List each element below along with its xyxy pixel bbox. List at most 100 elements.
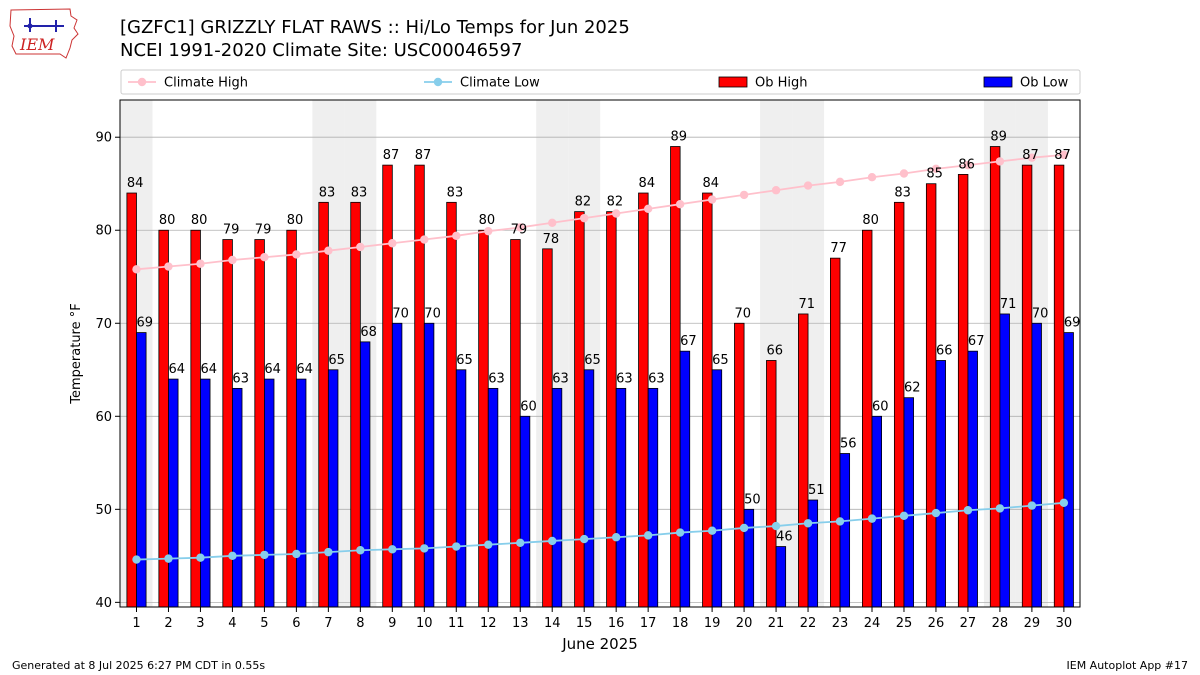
ob-high-bar-27 [957,174,969,608]
climate-high-point-26 [931,164,941,174]
climate-low-point-22 [803,519,813,528]
ob-high-label-3: 80 [191,213,208,228]
ob-high-label-17: 84 [639,176,656,191]
ob-high-bar-25 [893,201,905,608]
climate-high-point-30 [1059,150,1069,160]
climate-high-point-16 [611,209,621,218]
y-tick-label-40: 40 [95,596,112,611]
y-tick-label-70: 70 [95,317,112,332]
ob-high-bar-15 [574,211,585,608]
x-tick-label-27: 27 [960,616,977,631]
ob-low-bar-1 [136,332,147,608]
ob-high-bar-8 [350,201,361,608]
x-axis-label: June 2025 [561,635,638,653]
ob-high-label-19: 84 [703,176,720,191]
ob-low-label-5: 64 [264,362,281,377]
x-tick-label-24: 24 [864,616,881,631]
ob-low-bar-13 [519,415,531,608]
climate-low-point-14 [548,536,557,546]
climate-high-point-25 [899,169,909,178]
ob-low-bar-6 [295,378,307,608]
ob-low-label-19: 65 [712,353,729,368]
x-tick-label-18: 18 [672,616,689,631]
x-tick-label-17: 17 [640,616,657,631]
ob-high-bar-1 [126,192,137,608]
climate-low-point-3 [196,553,205,562]
ob-low-bar-9 [391,322,403,608]
x-tick-label-28: 28 [992,616,1009,631]
x-tick-label-22: 22 [800,616,817,631]
ob-high-label-28: 89 [990,130,1007,145]
x-tick-label-14: 14 [544,616,561,631]
ob-high-label-9: 87 [383,148,400,163]
logo-text: IEM [19,35,55,54]
ob-low-bar-21 [775,546,787,608]
ob-high-label-2: 80 [159,213,176,228]
climate-low-point-19 [707,526,717,535]
legend-swatch-ob-low [983,76,1013,88]
ob-high-label-20: 70 [734,306,751,321]
y-axis-label: Temperature °F [69,303,84,404]
climate-low-point-28 [995,504,1005,513]
ob-low-label-8: 68 [360,325,377,340]
x-tick-label-20: 20 [736,616,753,631]
ob-low-bar-2 [168,378,179,608]
ob-high-label-6: 80 [287,213,304,228]
ob-high-bar-3 [190,229,201,608]
ob-high-label-26: 85 [926,167,943,182]
x-tick-label-23: 23 [832,616,849,631]
ob-low-bar-25 [903,397,914,608]
x-tick-label-25: 25 [896,616,913,631]
climate-low-point-8 [356,546,365,555]
climate-low-point-25 [899,511,909,521]
ob-high-bar-21 [766,360,777,608]
ob-low-bar-17 [647,387,659,608]
ob-low-bar-28 [999,313,1010,608]
ob-low-label-23: 56 [840,437,857,452]
climate-low-line [136,501,1064,561]
climate-low-point-5 [260,550,269,560]
ob-high-bar-28 [989,146,1001,608]
climate-high-point-13 [516,223,525,232]
climate-high-point-4 [228,255,237,265]
ob-high-bar-2 [158,229,169,608]
climate-high-line [136,153,1064,271]
plot-frame [119,99,1081,608]
ob-high-label-14: 78 [543,232,560,247]
ob-high-label-12: 80 [479,213,496,228]
ob-low-label-16: 63 [616,371,633,386]
ob-low-label-2: 64 [168,362,185,377]
ob-low-bar-27 [967,350,978,608]
climate-low-point-12 [484,540,493,549]
y-tick-label-90: 90 [95,131,112,146]
ob-high-label-16: 82 [607,195,624,210]
climate-low-point-7 [324,547,333,557]
ob-high-label-15: 82 [575,195,592,210]
legend-swatch-ob-high [718,76,748,88]
y-tick-label-80: 80 [95,224,112,239]
ob-high-bar-10 [414,164,425,608]
climate-low-point-17 [643,531,653,540]
ob-low-label-13: 60 [520,399,537,414]
ob-high-bar-24 [861,229,873,608]
climate-low-point-4 [228,551,237,561]
climate-high-point-15 [579,213,589,223]
climate-low-point-6 [292,549,301,559]
legend-label-climate-low: Climate Low [460,76,540,91]
climate-low-point-29 [1027,501,1037,510]
climate-low-point-20 [739,523,749,533]
ob-low-label-27: 67 [968,334,985,349]
ob-high-bar-4 [222,239,233,608]
ob-low-bar-3 [200,378,211,608]
ob-high-label-24: 80 [862,213,879,228]
ob-high-label-11: 83 [447,185,464,200]
x-tick-label-4: 4 [228,616,236,631]
climate-high-point-11 [452,231,461,241]
climate-high-point-14 [548,218,557,227]
ob-low-label-30: 69 [1064,316,1081,331]
ob-low-bar-12 [487,387,499,608]
x-tick-label-1: 1 [132,616,140,631]
climate-high-point-8 [356,242,365,252]
legend-marker-climate-low [433,77,443,87]
